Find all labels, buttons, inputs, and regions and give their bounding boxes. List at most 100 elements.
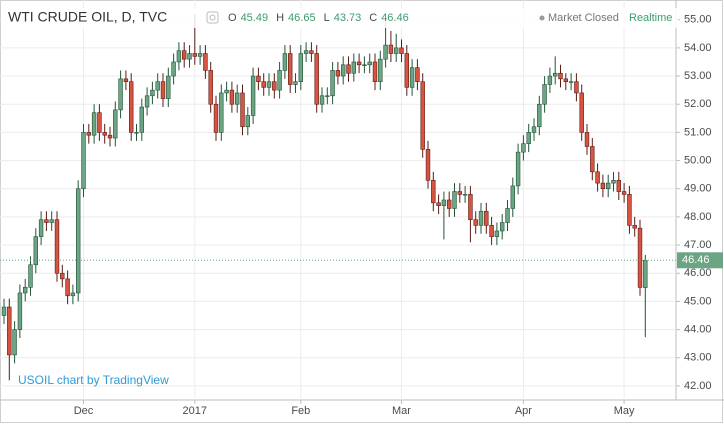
ohlc-value: 46.46 [381,12,409,24]
candle-body [144,95,150,108]
x-tick-label: Feb [291,405,310,417]
price-badge [677,252,723,269]
candle-body [436,202,441,206]
candle-body [256,75,261,82]
y-tick-label: 53.00 [684,70,712,82]
candle-body [568,81,574,83]
x-tick-label: Apr [515,405,532,417]
candle-body [187,53,192,60]
candle-body [97,112,102,133]
candle-body [383,44,388,60]
market-status: Market Closed [548,12,619,24]
candle-body [81,132,86,190]
candle-body [616,179,622,192]
candle-body [1,306,7,316]
y-tick-label: 42.00 [684,380,712,392]
x-tick-label: May [614,405,635,417]
candle-body [494,230,500,237]
candle-body [123,78,129,82]
candle-body [552,72,558,77]
ohlc-value: 46.65 [288,12,316,24]
candle-body [521,143,526,153]
y-tick-label: 54.00 [684,42,712,54]
candle-body [102,132,107,136]
realtime[interactable]: Realtime [629,12,672,24]
candle-body [197,53,203,57]
status-dot [539,15,545,21]
candle-body [309,50,314,54]
candle-body [600,182,606,190]
candle-body [293,81,298,85]
candle-body [219,92,224,133]
candle-body [531,126,537,133]
candle-body [558,72,563,80]
candle-body [150,89,155,97]
candle-body [28,264,33,288]
candle-body [330,70,335,97]
candle-body [415,67,420,82]
candle-body [277,70,282,91]
candle-body [298,53,303,82]
y-tick-label: 52.00 [684,98,712,110]
candle-body [44,219,49,223]
candle-body [171,61,176,77]
candle-body [266,81,272,88]
candle-body [314,53,319,105]
candle-body [70,292,76,297]
candle-body [605,182,611,190]
candle-body [505,208,510,223]
candle-body [160,81,166,99]
candle-body [574,81,579,94]
candle-body [632,225,637,229]
candle-body [446,199,452,209]
candle-body [468,194,473,221]
candle-body [420,81,425,150]
ohlc-key: O [228,12,237,24]
candle-body [542,84,547,105]
candle-body [584,132,590,147]
y-tick-label: 51.00 [684,126,712,138]
candle-body [425,148,431,181]
candle-body [526,132,531,144]
x-tick-label: Mar [392,405,411,417]
candle-body [393,47,399,54]
candle-body [235,92,240,105]
candle-body [484,210,489,226]
candle-body [643,259,648,288]
y-tick-label: 44.00 [684,323,712,335]
candle-body [76,188,81,294]
header-bg [2,8,678,28]
candle-body [399,47,404,54]
candle-body [176,50,182,63]
hide-icon[interactable] [206,11,219,24]
y-tick-label: 47.00 [684,239,712,251]
candle-body [325,95,330,97]
candle-body [203,53,208,71]
hide-icon-dot [209,14,216,21]
ohlc-legend: O 45.49 H 46.65 L 43.73 C 46.46 [228,12,409,24]
candle-body [134,132,139,134]
price-badge-label: 46.46 [682,254,710,266]
candle-body [213,103,219,133]
candle-body [54,219,60,274]
candle-body [611,179,616,184]
y-tick-label: 55.00 [684,14,712,26]
candle-body [33,236,39,266]
candle-body [404,53,409,88]
labels: 42.00 43.00 44.00 45.00 46.00 47.00 48.00 49.00… [74,14,723,417]
candle-body [595,171,600,184]
candle-body [621,191,627,195]
candle-body [489,225,494,237]
x-tick-label: Dec [74,405,94,417]
candle-body [224,89,229,94]
candle-body [579,92,584,133]
ohlc-value: 43.73 [334,12,362,24]
candle-body [637,227,643,288]
candle-body [113,109,118,139]
candle-body [155,81,160,91]
candle-body [452,191,457,209]
candles [0,14,676,381]
candle-body [49,219,54,223]
candle-body [547,75,553,85]
